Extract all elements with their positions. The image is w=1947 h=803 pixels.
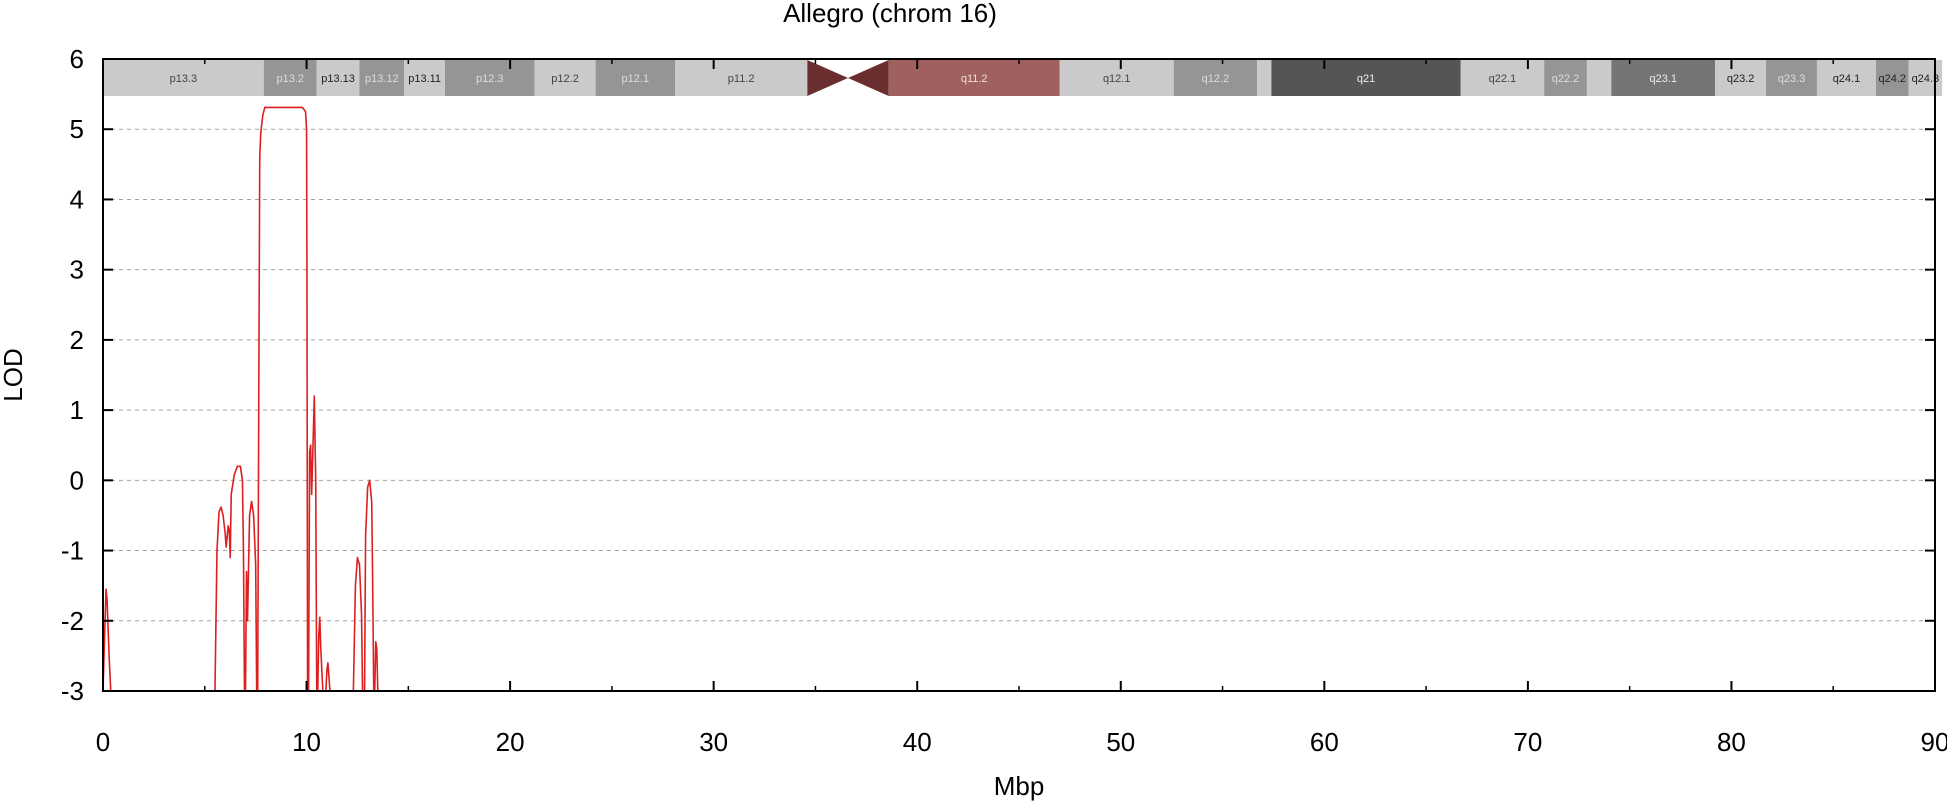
band-label: q24.1 <box>1833 73 1861 85</box>
band-label: p13.12 <box>365 73 399 85</box>
band-label: p13.11 <box>408 73 441 85</box>
chromosome-ideogram: p13.3 p13.2 p13.13 p13.12 p13.11 p12.3 p12.2 p1… <box>103 60 1943 96</box>
x-tick-label: 20 <box>496 727 525 757</box>
band-label: p13.13 <box>321 73 355 85</box>
band-label: p12.3 <box>476 73 504 85</box>
lod-line-segment <box>316 616 324 692</box>
ideogram-band <box>359 60 405 96</box>
x-tick-label: 10 <box>292 727 321 757</box>
ideogram-band <box>316 60 360 96</box>
lod-line-segment <box>102 588 112 692</box>
band-label: q23.3 <box>1778 73 1806 85</box>
chart-title: Allegro (chrom 16) <box>783 0 997 28</box>
x-tick-label: 60 <box>1310 727 1339 757</box>
plot-frame <box>102 58 1936 692</box>
ideogram-band <box>1271 60 1461 96</box>
ideogram-band <box>1816 60 1876 96</box>
lod-line-segment <box>214 465 246 692</box>
ideogram-band <box>674 60 808 96</box>
y-tick-label: 5 <box>70 114 84 144</box>
band-label: q23.2 <box>1727 73 1755 85</box>
grid-lines <box>103 128 1935 622</box>
ideogram-band <box>103 60 264 96</box>
x-tick-label: 50 <box>1106 727 1135 757</box>
centromere-p-arm <box>807 60 849 96</box>
y-tick-label: -1 <box>61 536 84 566</box>
ideogram-band <box>1460 60 1545 96</box>
y-tick-label: 0 <box>70 465 84 495</box>
y-tick-label: 3 <box>70 255 84 285</box>
lod-line-segment <box>307 395 318 692</box>
ideogram-band <box>1908 60 1943 96</box>
y-tick-label: 6 <box>70 44 84 74</box>
x-tick-label: 90 <box>1921 727 1947 757</box>
band-label: q24.3 <box>1912 73 1940 85</box>
ideogram-band <box>1544 60 1587 96</box>
axis-ticks <box>102 58 1936 692</box>
band-label: q22.1 <box>1489 73 1517 85</box>
ideogram-band <box>263 60 317 96</box>
y-tick-label: -2 <box>61 606 84 636</box>
lod-line-segment <box>325 662 331 692</box>
band-label: q12.2 <box>1202 73 1230 85</box>
y-axis-label: LOD <box>0 348 28 401</box>
lod-line-segment <box>373 641 379 692</box>
ideogram-band <box>534 60 596 96</box>
band-label: q24.2 <box>1878 73 1906 85</box>
band-label: p12.1 <box>622 73 650 85</box>
ideogram-band <box>1059 60 1174 96</box>
lod-line-segment <box>256 106 309 692</box>
ideogram-band <box>404 60 445 96</box>
band-label: q11.2 <box>961 73 988 85</box>
x-tick-label: 30 <box>699 727 728 757</box>
x-tick-label: 40 <box>903 727 932 757</box>
band-label: p13.3 <box>170 73 198 85</box>
x-tick-label: 70 <box>1513 727 1542 757</box>
lod-series <box>102 106 379 692</box>
lod-line-segment <box>363 479 375 692</box>
band-label: q23.1 <box>1649 73 1677 85</box>
x-tick-label: 0 <box>96 727 110 757</box>
band-label: p12.2 <box>551 73 579 85</box>
y-tick-label: 2 <box>70 325 84 355</box>
lod-line-segment <box>352 556 364 692</box>
ideogram-band <box>1766 60 1817 96</box>
x-axis-label: Mbp <box>994 771 1045 801</box>
ideogram-band <box>595 60 675 96</box>
ideogram-band <box>1611 60 1716 96</box>
centromere-q-arm <box>848 60 889 96</box>
y-tick-label: -3 <box>61 676 84 706</box>
band-label: q12.1 <box>1103 73 1131 85</box>
band-label: p13.2 <box>277 73 305 85</box>
band-label: p11.2 <box>728 73 755 85</box>
ideogram-band <box>444 60 535 96</box>
y-tick-label: 1 <box>70 395 84 425</box>
band-label: q22.2 <box>1552 73 1580 85</box>
ideogram-band <box>1586 60 1612 96</box>
ideogram-band <box>1257 60 1272 96</box>
y-tick-labels: -3 -2 -1 0 1 2 3 4 5 6 <box>61 44 84 706</box>
x-tick-label: 80 <box>1717 727 1746 757</box>
y-tick-label: 4 <box>70 184 84 214</box>
ideogram-band <box>1875 60 1909 96</box>
ideogram-band <box>1173 60 1258 96</box>
band-label: q21 <box>1357 73 1375 85</box>
ideogram-band <box>1715 60 1767 96</box>
x-tick-labels: 0 10 20 30 40 50 60 70 80 90 <box>96 727 1947 757</box>
lod-line-segment <box>244 500 258 692</box>
